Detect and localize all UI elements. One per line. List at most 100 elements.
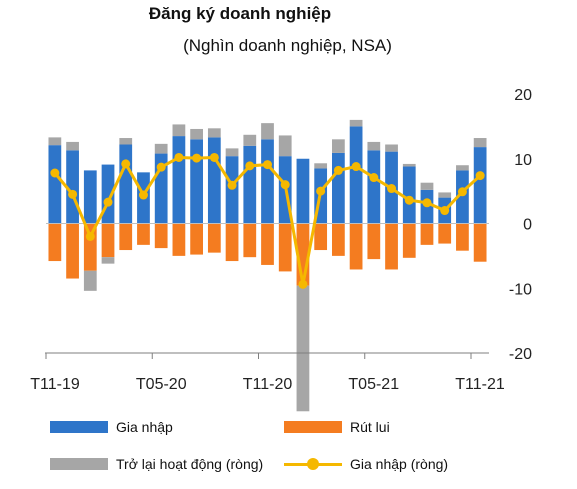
point-gia-nhap-rong [333, 165, 343, 175]
legend-label-gia-nhap: Gia nhập [116, 419, 173, 435]
bar-rut-lui [349, 223, 363, 270]
bar-rut-lui [225, 223, 239, 262]
bar-rut-lui [367, 223, 381, 260]
point-gia-nhap-rong [121, 159, 131, 169]
point-gia-nhap-rong [50, 168, 60, 178]
bar-rut-lui [456, 223, 469, 251]
bar-rut-lui [314, 223, 328, 251]
point-gia-nhap-rong [404, 195, 414, 205]
point-gia-nhap-rong [351, 162, 361, 172]
point-gia-nhap-rong [174, 152, 184, 162]
x-tick-label: T11-20 [243, 376, 293, 393]
bar-rut-lui [119, 223, 133, 251]
legend-item-gia-nhap-rong: Gia nhập (ròng) [284, 456, 448, 472]
bar-gia-nhap [402, 166, 416, 224]
legend-label-rut-lui: Rút lui [350, 419, 390, 435]
bar-gia-nhap [473, 147, 487, 224]
bar-tro-lai [332, 139, 345, 153]
bar-tro-lai [349, 119, 363, 127]
legend-item-gia-nhap: Gia nhập [50, 419, 173, 435]
bar-tro-lai [119, 138, 133, 145]
bar-rut-lui [438, 223, 452, 244]
bar-tro-lai [225, 148, 239, 157]
point-gia-nhap-rong [369, 173, 379, 183]
bar-tro-lai [438, 192, 452, 198]
point-gia-nhap-rong [475, 171, 485, 181]
bar-tro-lai [261, 123, 274, 140]
point-gia-nhap-rong [68, 189, 78, 199]
point-gia-nhap-rong [422, 198, 432, 208]
bar-rut-lui [137, 223, 150, 245]
bar-tro-lai [402, 163, 416, 167]
bar-rut-lui [420, 223, 434, 245]
bar-rut-lui [385, 223, 398, 270]
legend-item-rut-lui: Rút lui [284, 419, 390, 435]
y-tick-label: 10 [514, 152, 532, 169]
legend-swatch-gia-nhap [50, 421, 108, 433]
bar-rut-lui [402, 223, 416, 258]
point-gia-nhap-rong [245, 161, 255, 171]
chart-subtitle: (Nghìn doanh nghiệp, NSA) [183, 36, 392, 55]
y-tick-label: 0 [523, 217, 532, 234]
bar-tro-lai [385, 144, 398, 152]
bar-tro-lai [420, 182, 434, 190]
bar-rut-lui [278, 223, 292, 272]
bar-rut-lui [172, 223, 186, 256]
point-gia-nhap-rong [280, 180, 290, 190]
bar-rut-lui [66, 223, 79, 279]
bar-gia-nhap [48, 145, 62, 224]
bar-rut-lui [207, 223, 221, 253]
point-gia-nhap-rong [227, 180, 237, 190]
x-tick-label: T11-19 [30, 376, 80, 393]
bar-gia-nhap [296, 158, 310, 224]
bar-rut-lui [243, 223, 257, 258]
bar-gia-nhap [367, 150, 381, 224]
bar-rut-lui [101, 223, 115, 258]
point-gia-nhap-rong [263, 160, 272, 170]
x-tick-label: T05-21 [348, 376, 399, 393]
bar-tro-lai [367, 141, 381, 151]
bar-rut-lui [332, 223, 345, 256]
point-gia-nhap-rong [440, 206, 450, 216]
legend-label-tro-lai: Trở lại hoạt động (ròng) [116, 456, 264, 472]
bar-tro-lai [243, 134, 257, 146]
legend-swatch-rut-lui [284, 421, 342, 433]
point-gia-nhap-rong [138, 190, 148, 200]
point-gia-nhap-rong [298, 279, 308, 289]
bar-tro-lai [66, 141, 79, 151]
y-tick-label: -10 [509, 281, 532, 298]
point-gia-nhap-rong [103, 197, 113, 207]
legend-item-tro-lai: Trở lại hoạt động (ròng) [50, 456, 263, 472]
bar-rut-lui [261, 223, 274, 265]
bar-gia-nhap [225, 156, 239, 224]
bar-rut-lui [48, 223, 62, 262]
bar-tro-lai [314, 163, 328, 169]
point-gia-nhap-rong [85, 231, 95, 241]
bar-tro-lai [172, 124, 186, 137]
legend-swatch-gia-nhap-rong [284, 458, 342, 470]
bar-gia-nhap [456, 170, 469, 224]
x-tick-label: T11-21 [455, 376, 505, 393]
bar-tro-lai [101, 257, 115, 264]
legend-label-gia-nhap-rong: Gia nhập (ròng) [350, 456, 449, 472]
bar-rut-lui [190, 223, 203, 255]
bar-gia-nhap [83, 170, 97, 224]
bar-tro-lai [207, 128, 221, 138]
bar-tro-lai [456, 165, 469, 171]
bar-tro-lai [83, 270, 97, 291]
bar-gia-nhap [261, 139, 274, 224]
bar-tro-lai [48, 137, 62, 146]
bar-tro-lai [278, 135, 292, 157]
y-tick-label: 20 [514, 87, 532, 104]
point-gia-nhap-rong [457, 187, 467, 197]
bar-gia-nhap [349, 126, 363, 224]
chart-title: Đăng ký doanh nghiệp [148, 4, 332, 23]
point-gia-nhap-rong [156, 162, 166, 172]
x-tick-label: T05-20 [136, 376, 187, 393]
point-gia-nhap-rong [316, 186, 326, 196]
y-tick-label: -20 [509, 346, 532, 363]
legend-swatch-tro-lai [50, 458, 108, 470]
bar-rut-lui [473, 223, 487, 262]
